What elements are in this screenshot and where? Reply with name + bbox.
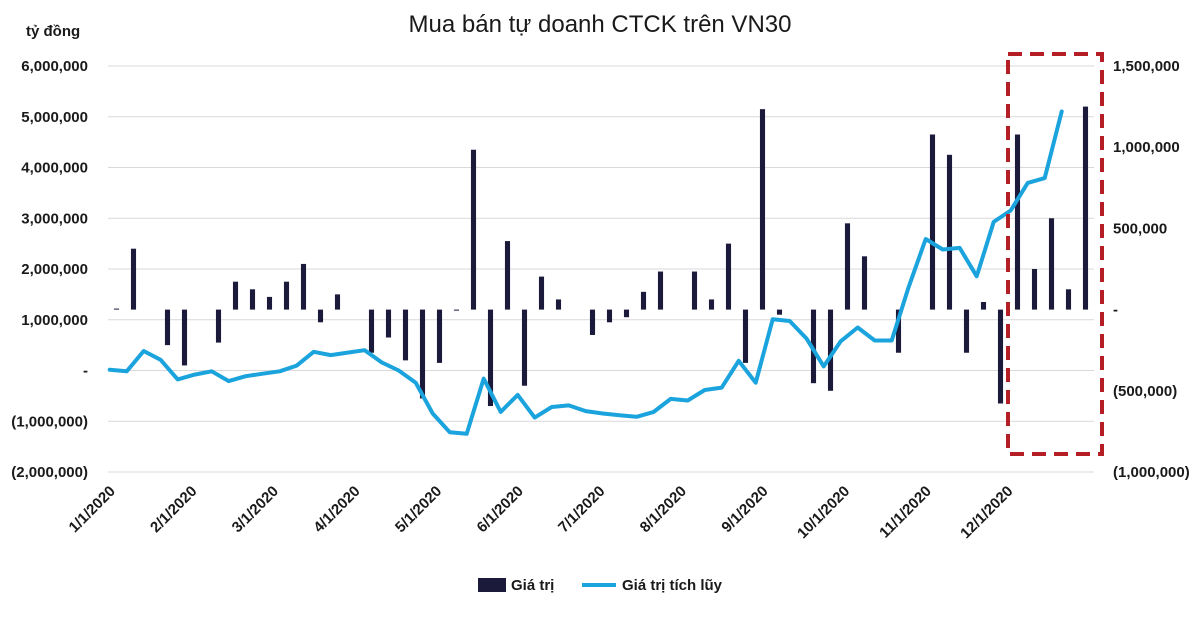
bar <box>436 309 443 363</box>
left-tick-label: 6,000,000 <box>21 58 88 75</box>
bar <box>470 149 477 310</box>
left-tick-label: 3,000,000 <box>21 210 88 227</box>
bar <box>504 241 511 310</box>
bar <box>334 294 341 310</box>
bar <box>283 281 290 310</box>
x-tick-label: 8/1/2020 <box>637 483 690 536</box>
bar <box>487 309 494 407</box>
bar <box>453 309 460 311</box>
bar <box>1048 218 1055 310</box>
bar <box>232 281 239 310</box>
bar <box>929 134 936 310</box>
bar <box>181 309 188 366</box>
bar <box>742 309 749 363</box>
bar <box>385 309 392 338</box>
bar <box>317 309 324 323</box>
legend-label-line: Giá trị tích lũy <box>622 577 723 594</box>
bar <box>963 309 970 353</box>
x-tick-label: 6/1/2020 <box>474 483 527 536</box>
x-tick-label: 9/1/2020 <box>718 483 771 536</box>
bar <box>538 276 545 310</box>
legend: Giá trị Giá trị tích lũy <box>478 577 723 594</box>
bar <box>708 299 715 310</box>
bar <box>623 309 630 318</box>
bar <box>215 309 222 343</box>
left-tick-label: (2,000,000) <box>11 464 88 481</box>
bar <box>1082 106 1089 310</box>
right-tick-label: 500,000 <box>1113 220 1167 237</box>
x-axis-ticks: 1/1/2020 2/1/2020 3/1/2020 4/1/2020 5/1/2020… <box>66 483 1017 542</box>
right-tick-label: - <box>1113 302 1118 319</box>
legend-label-bar: Giá trị <box>511 577 554 594</box>
bar <box>130 248 137 310</box>
bar <box>776 309 783 315</box>
left-tick-label: (1,000,000) <box>11 413 88 430</box>
bar <box>946 154 953 310</box>
bar <box>895 309 902 353</box>
x-tick-label: 10/1/2020 <box>794 483 853 542</box>
bar <box>589 309 596 335</box>
x-tick-label: 5/1/2020 <box>392 483 445 536</box>
bar <box>1014 134 1021 310</box>
bar <box>691 271 698 310</box>
left-tick-label: 1,000,000 <box>21 312 88 329</box>
y-unit-label: tỷ đồng <box>26 23 80 40</box>
bar <box>1065 289 1072 310</box>
x-tick-label: 11/1/2020 <box>876 483 935 542</box>
left-axis-ticks: (2,000,000) (1,000,000) - 1,000,000 2,000,00… <box>11 58 88 481</box>
bar <box>368 309 375 353</box>
left-tick-label: - <box>83 363 88 380</box>
bar <box>266 296 273 310</box>
bar <box>980 301 987 310</box>
bar <box>164 309 171 346</box>
bar <box>997 309 1004 404</box>
bar <box>657 271 664 310</box>
bar <box>861 256 868 310</box>
bar <box>555 299 562 310</box>
x-tick-label: 7/1/2020 <box>555 483 608 536</box>
right-tick-label: (500,000) <box>1113 383 1177 400</box>
right-tick-label: 1,500,000 <box>1113 58 1180 75</box>
bar <box>725 243 732 310</box>
bar <box>249 289 256 310</box>
x-tick-label: 2/1/2020 <box>147 483 200 536</box>
bar <box>759 109 766 310</box>
bar <box>827 309 834 391</box>
left-tick-label: 5,000,000 <box>21 109 88 126</box>
gridlines <box>108 65 1094 473</box>
bar <box>521 309 528 386</box>
bar <box>113 308 120 310</box>
right-tick-label: 1,000,000 <box>1113 139 1180 156</box>
bar <box>640 291 647 310</box>
highlight-box <box>1006 52 1104 456</box>
cumulative-line <box>107 109 1064 436</box>
x-tick-label: 3/1/2020 <box>229 483 282 536</box>
legend-swatch-bar <box>478 578 506 592</box>
x-tick-label: 12/1/2020 <box>957 483 1016 542</box>
bar <box>844 223 851 310</box>
bar <box>300 263 307 310</box>
right-tick-label: (1,000,000) <box>1113 464 1190 481</box>
bar <box>606 309 613 323</box>
left-tick-label: 4,000,000 <box>21 160 88 177</box>
x-tick-label: 4/1/2020 <box>310 483 363 536</box>
x-tick-label: 1/1/2020 <box>66 483 119 536</box>
bar <box>402 309 409 361</box>
chart-title: Mua bán tự doanh CTCK trên VN30 <box>409 11 792 38</box>
left-tick-label: 2,000,000 <box>21 261 88 278</box>
bar-series <box>113 106 1089 407</box>
bar <box>1031 269 1038 310</box>
bar <box>419 309 426 399</box>
right-axis-ticks: (1,000,000) (500,000) - 500,000 1,000,000 1,5… <box>1113 58 1190 481</box>
